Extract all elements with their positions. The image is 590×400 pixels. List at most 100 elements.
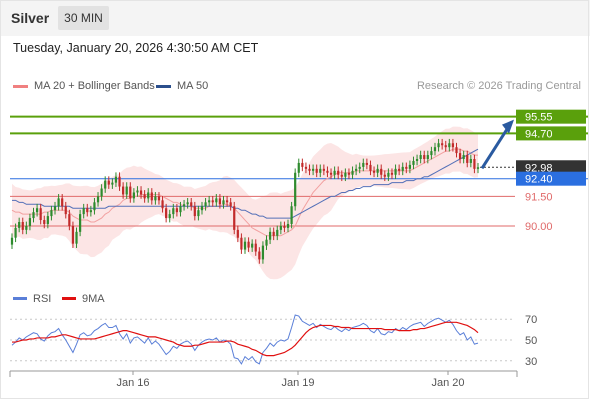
candle: [57, 198, 60, 207]
candle: [136, 190, 139, 193]
candle: [247, 241, 250, 248]
candle: [215, 198, 218, 203]
candle: [362, 162, 365, 167]
rsi-ma-legend-label: 9MA: [82, 293, 105, 305]
level-label-90.00: 90.00: [525, 221, 553, 233]
candle: [75, 231, 78, 244]
rsi-ma-legend-swatch: [62, 297, 76, 300]
candle: [53, 206, 57, 211]
candle: [82, 208, 85, 215]
bollinger-band: [12, 126, 478, 280]
level-tag-94.70: [516, 126, 586, 141]
rsi-line: [11, 314, 479, 365]
candle: [376, 168, 379, 173]
candle: [466, 155, 469, 163]
legend-label-ma50: MA 50: [177, 80, 209, 92]
candle: [43, 220, 46, 224]
candle: [186, 202, 189, 205]
candle: [387, 172, 390, 177]
candle: [46, 216, 49, 224]
candle: [415, 159, 419, 161]
candle: [61, 198, 64, 207]
candle: [157, 196, 161, 201]
candle: [35, 208, 39, 213]
candle: [451, 143, 455, 148]
candle: [229, 202, 232, 207]
level-label-91.50: 91.50: [525, 191, 553, 203]
candle: [132, 192, 135, 199]
candle: [211, 200, 214, 203]
rsi-ma-line: [12, 321, 479, 357]
candle: [78, 214, 82, 232]
candle: [441, 143, 444, 146]
candle: [398, 168, 401, 171]
candle: [426, 155, 429, 159]
candle: [39, 208, 42, 221]
candle: [265, 239, 268, 246]
candle: [326, 170, 329, 173]
candle: [430, 151, 433, 156]
header-bar: Silver 30 MIN: [0, 0, 590, 36]
candle: [258, 251, 261, 260]
timeframe-button[interactable]: 30 MIN: [58, 6, 109, 30]
level-label-94.70: 94.70: [525, 128, 553, 140]
legend-label-ma20: MA 20 + Bollinger Bands: [34, 80, 155, 92]
candle: [297, 162, 300, 173]
candle: [394, 168, 397, 175]
candle: [225, 200, 229, 203]
candle: [143, 194, 146, 199]
instrument-title: Silver: [11, 10, 50, 26]
candle: [240, 237, 243, 250]
candle: [444, 145, 447, 148]
candle: [322, 168, 325, 171]
candle: [200, 206, 204, 211]
candle: [150, 192, 153, 201]
candle: [64, 206, 67, 215]
candle: [337, 170, 340, 175]
ma20-line: [11, 148, 478, 237]
candle: [161, 200, 164, 209]
candle: [197, 210, 200, 217]
chart-datetime: Tuesday, January 20, 2026 4:30:50 AM CET: [13, 41, 259, 55]
x-tick-label: Jan 20: [431, 377, 464, 389]
candle: [129, 186, 132, 199]
candle: [68, 214, 71, 226]
research-credit: Research © 2026 Trading Central: [416, 80, 581, 92]
candle: [28, 218, 32, 226]
candle: [122, 186, 125, 195]
rsi-tick-50: 50: [525, 335, 537, 347]
ma50-swatch: [156, 84, 171, 88]
candle: [50, 210, 53, 217]
candle: [448, 143, 451, 148]
rsi-tick-70: 70: [525, 314, 537, 326]
candle: [433, 147, 437, 152]
forecast-arrow: [480, 126, 510, 170]
x-tick-label: Jan 16: [116, 377, 149, 389]
candle: [208, 200, 211, 203]
candle: [233, 206, 236, 230]
candle: [218, 198, 222, 205]
candle: [243, 241, 247, 250]
ma50-line: [12, 148, 479, 219]
candle: [139, 190, 143, 195]
candle: [118, 176, 121, 187]
candle: [390, 172, 394, 175]
candle: [401, 166, 404, 171]
candle: [383, 174, 386, 177]
x-tick-label: Jan 19: [281, 377, 314, 389]
rsi-legend-label: RSI: [33, 293, 51, 305]
candle: [268, 231, 272, 240]
candle: [347, 172, 351, 175]
level-tag-95.55: [516, 109, 586, 124]
candle: [165, 208, 168, 219]
legend-item-ma50: MA 50: [156, 80, 208, 92]
candle: [254, 243, 257, 252]
ma20-swatch: [13, 84, 28, 88]
candle: [251, 243, 254, 248]
forecast-arrow-head: [502, 119, 514, 134]
candle: [147, 192, 150, 199]
candle: [462, 155, 465, 159]
candle: [294, 172, 297, 207]
level-tag-92.40: [516, 171, 586, 186]
